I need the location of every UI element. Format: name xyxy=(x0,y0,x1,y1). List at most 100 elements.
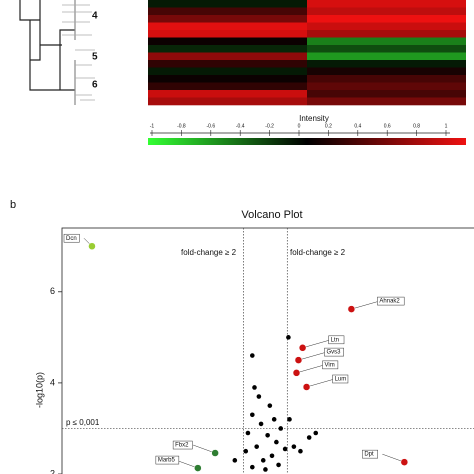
y-tick-label: 4 xyxy=(50,377,55,387)
y-axis-label: -log10(p) xyxy=(34,372,44,408)
data-point xyxy=(302,383,311,391)
heatmap-cell xyxy=(307,37,466,46)
colorbar-tick-label: 1 xyxy=(445,123,448,129)
cluster-label: 4 xyxy=(92,11,98,22)
label-box xyxy=(172,440,193,450)
data-point xyxy=(265,432,270,438)
plot-frame xyxy=(61,227,474,474)
dendrogram xyxy=(19,0,95,105)
colorbar-title: Intensity xyxy=(299,114,329,123)
leader-line xyxy=(296,364,325,374)
leader-line xyxy=(302,339,331,349)
leader-line xyxy=(193,444,216,454)
data-point xyxy=(286,335,291,340)
annotation: fold-change ≥ 2 xyxy=(290,248,346,257)
data-point xyxy=(250,353,255,358)
point-label: Dpt xyxy=(364,452,374,458)
colorbar-tick-label: -0.8 xyxy=(177,123,186,129)
colorbar-tick-label: -0.4 xyxy=(236,123,245,129)
point-label: Ltn xyxy=(331,337,339,343)
data-point xyxy=(245,430,251,436)
data-point xyxy=(194,464,202,472)
data-point xyxy=(256,394,262,399)
y-tick-label: 2 xyxy=(50,468,55,474)
leader-line xyxy=(175,459,198,469)
colorbar xyxy=(148,138,466,145)
data-point xyxy=(252,385,257,390)
data-point xyxy=(254,444,259,449)
panel-label: b xyxy=(10,199,16,211)
heatmap-cell xyxy=(148,15,307,23)
chart-title: Volcano Plot xyxy=(241,209,302,221)
data-point xyxy=(267,403,273,408)
point-label: Ahnak2 xyxy=(379,299,400,305)
data-point xyxy=(263,467,268,472)
heatmap-cell xyxy=(307,60,466,68)
annotation: p ≤ 0,001 xyxy=(66,418,100,427)
cluster-label: 5 xyxy=(92,52,98,63)
heatmap-cell xyxy=(307,22,466,31)
data-point xyxy=(211,449,219,457)
heatmap-cell xyxy=(148,52,307,61)
data-point xyxy=(306,435,312,440)
label-box xyxy=(322,360,339,370)
heatmap-cell xyxy=(148,75,307,83)
heatmap-cell xyxy=(148,90,307,98)
data-point xyxy=(294,356,303,364)
cluster-label: 6 xyxy=(92,80,98,91)
label-box xyxy=(328,335,345,345)
y-tick-label: 6 xyxy=(50,286,55,296)
label-box xyxy=(332,374,349,384)
data-point xyxy=(260,458,266,463)
heatmap-cell xyxy=(148,60,307,68)
heatmap-cell xyxy=(148,97,307,106)
colorbar-tick-label: -1 xyxy=(150,123,155,129)
data-point xyxy=(347,305,356,313)
data-point xyxy=(274,439,279,445)
data-point xyxy=(282,446,288,452)
heatmap-cell xyxy=(307,82,466,91)
data-point xyxy=(278,426,284,431)
colorbar-tick-label: 0 xyxy=(298,123,301,129)
point-label: Marb5 xyxy=(158,458,176,464)
heatmap-cell xyxy=(307,97,466,106)
heatmap-cell xyxy=(148,22,307,31)
data-point xyxy=(258,421,264,427)
colorbar-tick-label: 0.2 xyxy=(325,123,332,129)
heatmap-cell xyxy=(307,52,466,61)
label-box xyxy=(155,455,180,465)
colorbar-tick-label: 0.4 xyxy=(354,123,361,129)
data-point xyxy=(298,344,307,352)
heatmap-cell xyxy=(148,45,307,53)
data-point xyxy=(287,417,292,422)
heatmap-cell xyxy=(307,75,466,83)
data-point xyxy=(88,242,96,250)
label-box xyxy=(362,449,378,459)
leader-line xyxy=(382,453,405,463)
colorbar-tick-label: -0.6 xyxy=(206,123,215,129)
data-point xyxy=(250,412,255,418)
heatmap-cell xyxy=(148,37,307,46)
label-box xyxy=(63,233,80,243)
data-point xyxy=(250,464,255,470)
leader-line xyxy=(306,378,335,388)
data-point xyxy=(313,430,319,436)
heatmap-cell xyxy=(307,67,466,76)
data-point xyxy=(276,462,281,468)
heatmap-cell xyxy=(148,30,307,38)
heatmap-cell xyxy=(307,7,466,16)
heatmap-cell xyxy=(307,90,466,98)
data-point xyxy=(291,444,297,449)
leader-line xyxy=(298,351,327,361)
heatmap-cell xyxy=(148,7,307,16)
colorbar-tick-label: 0.6 xyxy=(384,123,391,129)
point-label: Gvs3 xyxy=(326,350,341,356)
annotation: fold-change ≥ 2 xyxy=(181,248,237,257)
data-point xyxy=(298,448,303,454)
colorbar-tick-label: -0.2 xyxy=(265,123,274,129)
label-box xyxy=(377,296,405,306)
point-label: Lum xyxy=(335,377,347,383)
data-point xyxy=(243,448,249,454)
data-point xyxy=(400,458,409,466)
